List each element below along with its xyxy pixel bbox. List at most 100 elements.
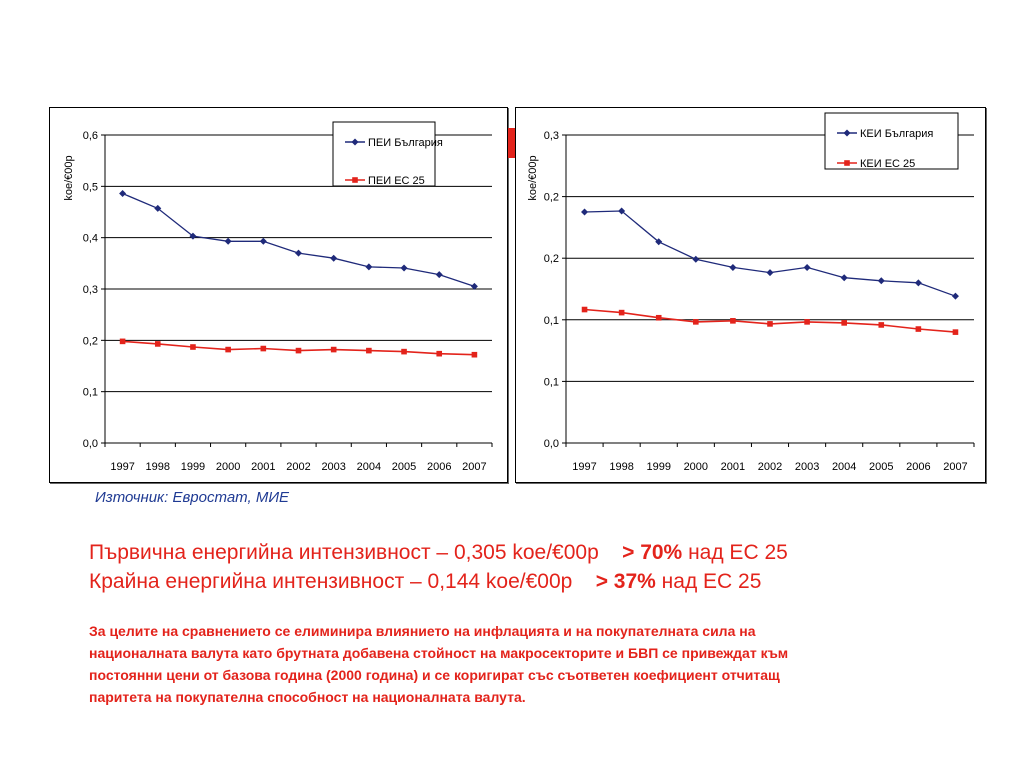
data-point bbox=[435, 271, 443, 279]
y-tick-label: 0,0 bbox=[544, 438, 559, 450]
legend-marker bbox=[843, 129, 851, 137]
note-line: За целите на сравнението се елиминира вл… bbox=[89, 623, 756, 639]
data-point bbox=[655, 314, 662, 321]
y-axis-label: koe/€00p bbox=[527, 155, 539, 200]
x-tick-label: 2000 bbox=[216, 461, 240, 473]
data-point bbox=[692, 255, 700, 263]
methodology-note: За целите на сравнението се елиминира вл… bbox=[89, 620, 949, 708]
data-point bbox=[951, 292, 959, 300]
data-point bbox=[878, 322, 885, 328]
data-point bbox=[400, 264, 408, 272]
x-tick-label: 2005 bbox=[869, 461, 893, 473]
data-point bbox=[766, 269, 774, 277]
note-line: постоянни цени от базова година (2000 го… bbox=[89, 667, 780, 683]
chart-svg: 0,0 0,1 0,1 0,2 0,2 0,3 1997 1998 1999 2000 2001 20… bbox=[527, 112, 975, 473]
summary-final-suffix: над ЕС 25 bbox=[655, 570, 762, 593]
y-tick-label: 0,1 bbox=[544, 315, 559, 327]
x-tick-label: 2002 bbox=[286, 461, 310, 473]
legend-label: КЕИ България bbox=[860, 128, 933, 140]
data-point bbox=[914, 279, 922, 287]
summary-primary-text: Първична енергийна интензивност – 0,305 … bbox=[89, 541, 599, 564]
data-point bbox=[295, 249, 302, 257]
x-tick-label: 1997 bbox=[110, 461, 134, 473]
summary-final-comparison: > 37% bbox=[595, 570, 656, 593]
data-point bbox=[693, 319, 699, 325]
legend-marker bbox=[352, 177, 358, 183]
data-point bbox=[365, 263, 373, 271]
summary-primary: Първична енергийна интензивност – 0,305 … bbox=[89, 541, 788, 565]
y-tick-label: 0,1 bbox=[83, 387, 98, 399]
y-tick-label: 0,3 bbox=[544, 130, 559, 142]
data-point bbox=[119, 338, 126, 345]
y-tick-label: 0,2 bbox=[544, 253, 559, 265]
x-tick-label: 2007 bbox=[943, 461, 967, 473]
x-tick-label: 2004 bbox=[357, 461, 381, 473]
data-point bbox=[767, 321, 773, 327]
data-point bbox=[618, 309, 625, 316]
series-line bbox=[584, 210, 956, 297]
data-point bbox=[189, 232, 197, 240]
data-point bbox=[803, 263, 811, 271]
chart-primary-intensity: 0,0 0,1 0,2 0,3 0,4 0,5 0,6 1997 1998 1999 2000 200… bbox=[49, 107, 508, 483]
summary-final: Крайна енергийна интензивност – 0,144 ko… bbox=[89, 570, 761, 594]
legend-label: ПЕИ България bbox=[368, 137, 443, 149]
y-tick-label: 0,1 bbox=[544, 376, 559, 388]
data-point bbox=[330, 346, 337, 353]
y-tick-label: 0,4 bbox=[83, 233, 98, 245]
data-point bbox=[154, 341, 161, 347]
y-tick-label: 0,3 bbox=[83, 284, 98, 296]
x-tick-label: 2000 bbox=[684, 461, 708, 473]
data-point bbox=[260, 345, 267, 352]
data-point bbox=[655, 238, 663, 246]
summary-final-text: Крайна енергийна интензивност – 0,144 ko… bbox=[89, 570, 573, 593]
x-tick-label: 1997 bbox=[572, 461, 596, 473]
data-point bbox=[225, 346, 231, 353]
data-point bbox=[471, 351, 478, 358]
legend-label: КЕИ ЕС 25 bbox=[860, 158, 915, 170]
x-tick-label: 2006 bbox=[427, 461, 451, 473]
data-point bbox=[190, 344, 196, 350]
x-tick-label: 2001 bbox=[721, 461, 745, 473]
data-point bbox=[470, 282, 478, 290]
note-line: паритета на покупателна способност на на… bbox=[89, 689, 526, 705]
x-tick-label: 2006 bbox=[906, 461, 930, 473]
x-tick-label: 2005 bbox=[392, 461, 416, 473]
series-line bbox=[584, 308, 956, 333]
x-tick-label: 1999 bbox=[181, 461, 205, 473]
x-tick-label: 2001 bbox=[251, 461, 275, 473]
data-point bbox=[915, 326, 922, 332]
data-point bbox=[841, 320, 847, 326]
x-tick-label: 1998 bbox=[609, 461, 633, 473]
y-axis-label: koe/€00p bbox=[63, 155, 75, 200]
data-point bbox=[401, 348, 407, 355]
legend-marker bbox=[351, 138, 359, 146]
data-point bbox=[295, 347, 302, 354]
data-point bbox=[729, 263, 737, 271]
y-tick-label: 0,6 bbox=[83, 130, 98, 142]
legend-box bbox=[824, 112, 959, 170]
x-tick-label: 1998 bbox=[146, 461, 170, 473]
y-tick-label: 0,2 bbox=[83, 335, 98, 347]
data-point bbox=[840, 274, 848, 282]
y-tick-label: 0,5 bbox=[83, 181, 98, 193]
data-point bbox=[952, 329, 959, 335]
x-tick-label: 2007 bbox=[462, 461, 486, 473]
legend-marker bbox=[844, 160, 850, 166]
y-tick-label: 0,0 bbox=[83, 438, 98, 450]
data-point bbox=[119, 190, 127, 198]
chart-final-intensity: 0,0 0,1 0,1 0,2 0,2 0,3 1997 1998 1999 2000 2001 20… bbox=[515, 107, 986, 483]
note-line: националната валута като брутната добаве… bbox=[89, 645, 789, 661]
source-caption: Източник: Евростат, МИЕ bbox=[95, 489, 290, 506]
x-tick-label: 2003 bbox=[795, 461, 819, 473]
data-point bbox=[581, 306, 588, 313]
chart-svg: 0,0 0,1 0,2 0,3 0,4 0,5 0,6 1997 1998 1999 2000 200… bbox=[63, 121, 493, 473]
x-tick-label: 2002 bbox=[758, 461, 782, 473]
legend-box bbox=[332, 121, 436, 187]
x-tick-label: 2003 bbox=[321, 461, 345, 473]
data-point bbox=[618, 207, 626, 215]
y-tick-label: 0,2 bbox=[544, 192, 559, 204]
data-point bbox=[330, 254, 338, 262]
x-tick-label: 2004 bbox=[832, 461, 856, 473]
data-point bbox=[730, 318, 736, 324]
summary-primary-suffix: над ЕС 25 bbox=[682, 541, 788, 564]
